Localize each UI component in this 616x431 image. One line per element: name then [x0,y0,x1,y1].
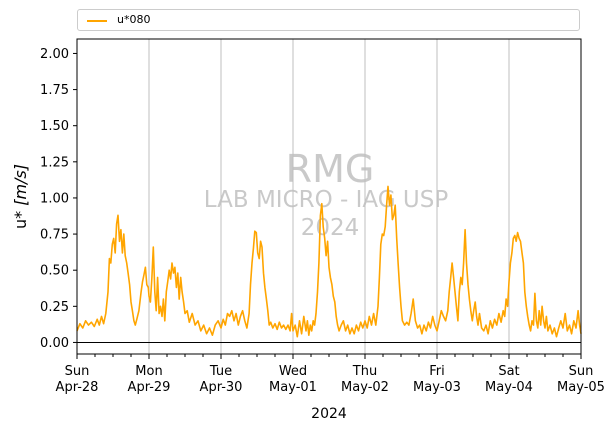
x-tick-label-day: Sun [569,364,594,379]
x-axis: SunApr-28MonApr-29TueApr-30WedMay-01ThuM… [56,354,605,395]
x-tick-label-date: Apr-28 [56,380,99,395]
x-tick-label-day: Mon [135,364,162,379]
y-axis-label: u* [m/s] [11,164,30,229]
x-tick-label-day: Fri [429,364,445,379]
x-tick-label-date: May-03 [413,380,461,395]
watermark-line-3: 2024 [301,215,360,241]
x-tick-label-day: Sun [65,364,90,379]
x-tick-label-date: May-04 [485,380,533,395]
x-tick-label-day: Thu [352,364,377,379]
watermark: RMG LAB MICRO - IAG USP 2024 [204,147,449,241]
x-tick-label-date: Apr-29 [128,380,171,395]
y-axis-label-prefix: u* [11,206,30,229]
legend-label-u080: u*080 [117,13,151,26]
x-tick-label-day: Sat [498,364,519,379]
y-axis: 0.00 0.25 0.50 0.75 1.00 1.25 1.50 1.75 2.00 [40,47,77,351]
watermark-line-2: LAB MICRO - IAG USP [204,187,449,213]
x-tick-label-date: May-01 [269,380,317,395]
x-tick-label-day: Wed [279,364,307,379]
series-line-u080 [76,185,582,338]
y-tick-label: 0.50 [40,264,69,279]
watermark-line-1: RMG [286,147,375,191]
y-tick-label: 0.25 [40,300,69,315]
vertical-gridlines [148,39,510,354]
x-tick-label-date: Apr-30 [200,380,243,395]
y-tick-label: 1.25 [40,155,69,170]
y-tick-label: 0.00 [40,336,69,351]
y-tick-label: 0.75 [40,228,69,243]
x-tick-label-date: May-05 [557,380,605,395]
y-axis-label-unit: [m/s] [11,164,30,206]
x-tick-label-date: May-02 [341,380,389,395]
y-tick-label: 1.50 [40,119,69,134]
legend-swatch-u080 [87,20,107,22]
x-tick-label-day: Tue [209,364,232,379]
x-axis-label: 2024 [311,406,347,422]
y-tick-label: 1.75 [40,83,69,98]
y-tick-label: 1.00 [40,191,69,206]
legend: u*080 [77,9,580,31]
y-tick-label: 2.00 [40,47,69,62]
